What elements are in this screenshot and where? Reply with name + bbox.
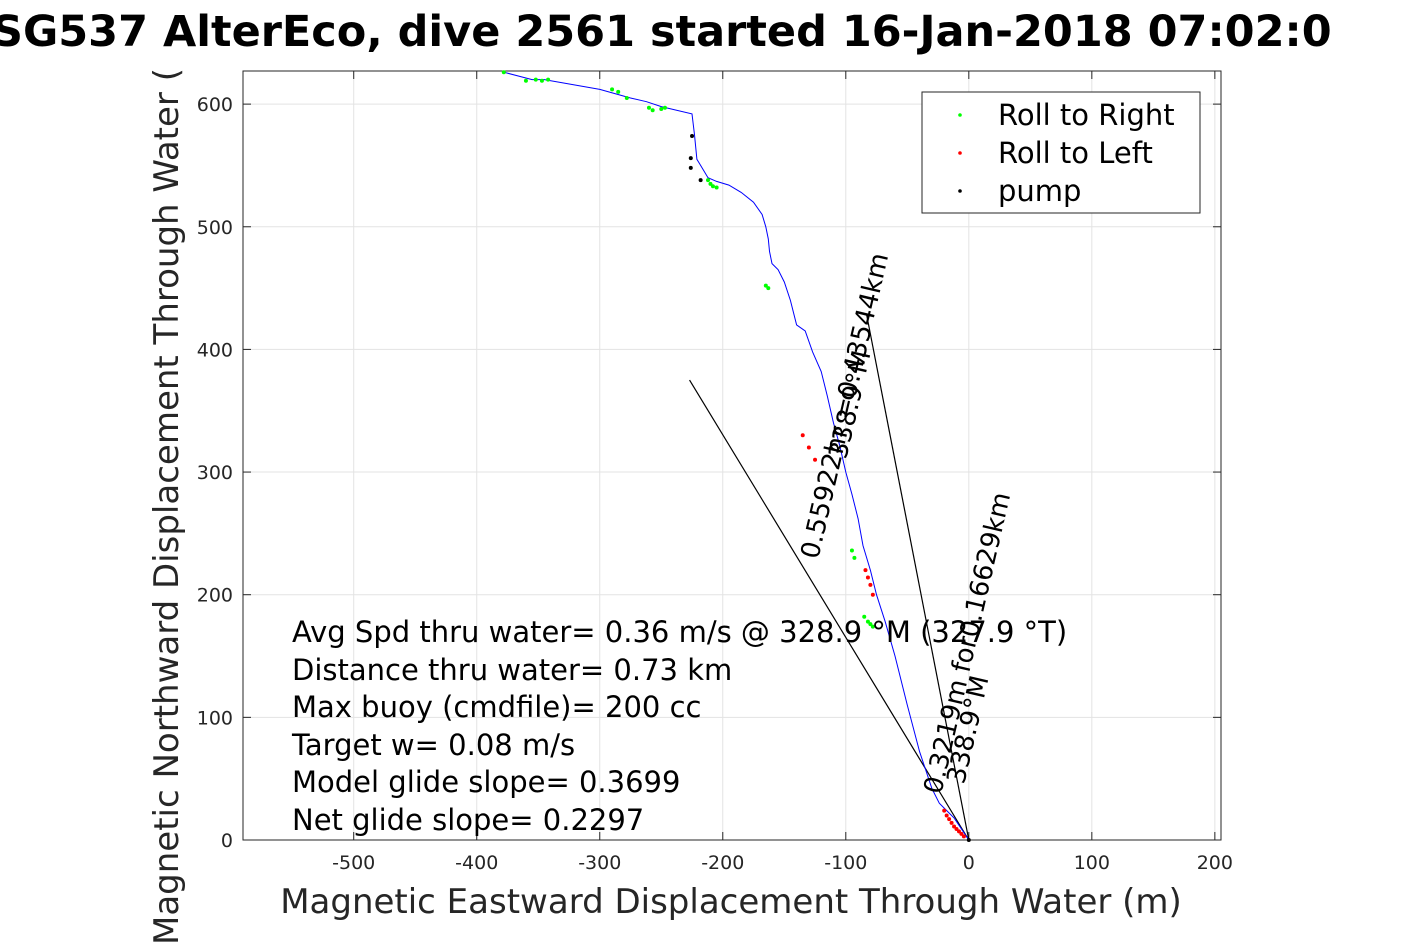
legend-marker-pump [958, 189, 962, 193]
annotation-target-w: Target w= 0.08 m/s [291, 728, 575, 762]
roll-left-point [954, 826, 959, 831]
markers [501, 70, 971, 842]
annotation-block: Avg Spd thru water= 0.36 m/s @ 328.9 °M … [291, 615, 1067, 837]
roll-left-point [870, 592, 875, 597]
direction-line [689, 379, 970, 841]
roll-right-point [849, 548, 854, 553]
direction-lines [689, 314, 970, 841]
pump-point [698, 178, 703, 183]
roll-right-point [546, 77, 551, 82]
x-tick-label: -500 [332, 852, 375, 874]
roll-right-point [523, 78, 528, 83]
legend-label-roll-right: Roll to Right [998, 98, 1175, 132]
x-tick-label: 100 [1074, 852, 1110, 874]
roll-right-point [533, 77, 538, 82]
roll-left-point [944, 813, 949, 818]
roll-left-point [956, 829, 961, 834]
roll-right-point [710, 184, 715, 189]
roll-right-point [766, 286, 771, 291]
x-tick-label: 0 [963, 852, 975, 874]
roll-right-point [865, 619, 870, 624]
roll-right-point [763, 283, 768, 288]
roll-right-point [852, 555, 857, 560]
roll-left-point [961, 834, 966, 839]
annotation-distance: Distance thru water= 0.73 km [292, 653, 732, 687]
roll-left-point [865, 575, 870, 580]
roll-left-point [952, 824, 957, 829]
roll-right-point [870, 624, 875, 629]
roll-left-point [806, 445, 811, 450]
roll-right-point [539, 78, 544, 83]
x-axis-label: Magnetic Eastward Displacement Through W… [280, 882, 1182, 922]
y-tick-label: 400 [197, 339, 233, 361]
roll-right-point [714, 185, 719, 190]
roll-right-point [610, 87, 615, 92]
roll-right-point [646, 105, 651, 110]
y-tick-label: 300 [197, 462, 233, 484]
roll-right-point [616, 89, 621, 94]
roll-left-point [863, 568, 868, 573]
annotation-max-buoy: Max buoy (cmdfile)= 200 cc [292, 690, 701, 724]
roll-left-point [947, 817, 952, 822]
roll-left-point [949, 820, 954, 825]
y-tick-label: 100 [197, 707, 233, 729]
legend-label-roll-left: Roll to Left [998, 136, 1153, 170]
roll-right-point [706, 178, 711, 183]
annotation-avg-speed: Avg Spd thru water= 0.36 m/s @ 328.9 °M … [292, 615, 1067, 649]
pump-point [688, 156, 693, 161]
annotation-net-glide: Net glide slope= 0.2297 [292, 803, 644, 837]
roll-right-point [708, 181, 713, 186]
legend-box [921, 91, 1201, 214]
x-tick-label: 200 [1197, 852, 1233, 874]
y-tick-label: 500 [197, 217, 233, 239]
legend-marker-roll-left [958, 151, 962, 155]
legend-marker-roll-right [958, 113, 962, 117]
x-tick-label: -200 [701, 852, 744, 874]
roll-right-point [862, 614, 867, 619]
pump-point [688, 165, 693, 170]
roll-right-point [501, 70, 506, 75]
y-tick-label: 0 [221, 830, 233, 852]
roll-left-point [813, 457, 818, 462]
pump-point [690, 134, 695, 139]
annotation-model-glide: Model glide slope= 0.3699 [292, 765, 680, 799]
pump-point [966, 838, 971, 842]
roll-right-point [624, 95, 629, 100]
roll-left-point [800, 433, 805, 438]
roll-right-point [659, 107, 664, 112]
legend: Roll to Right Roll to Left pump [921, 91, 1201, 214]
roll-right-point [662, 105, 667, 110]
roll-left-point [868, 582, 873, 587]
y-ticks: 0 100 200 300 400 500 600 [197, 94, 1221, 852]
roll-right-point [868, 622, 873, 627]
x-tick-label: -300 [578, 852, 621, 874]
direction-line [866, 314, 970, 841]
x-tick-label: -400 [455, 852, 498, 874]
legend-label-pump: pump [998, 174, 1081, 208]
y-tick-label: 600 [197, 94, 233, 116]
x-ticks: -500 -400 -300 -200 -100 0 100 200 [332, 71, 1233, 874]
y-tick-label: 200 [197, 585, 233, 607]
roll-left-point [942, 808, 947, 813]
track-line [503, 71, 970, 841]
x-tick-label: -100 [824, 852, 867, 874]
plot-frame [242, 70, 1222, 841]
chart-title: SG537 AlterEco, dive 2561 started 16-Jan… [0, 7, 1332, 57]
roll-left-point [959, 831, 964, 836]
roll-right-point [650, 108, 655, 113]
y-axis-label: Magnetic Northward Displacement Through … [147, 68, 187, 945]
